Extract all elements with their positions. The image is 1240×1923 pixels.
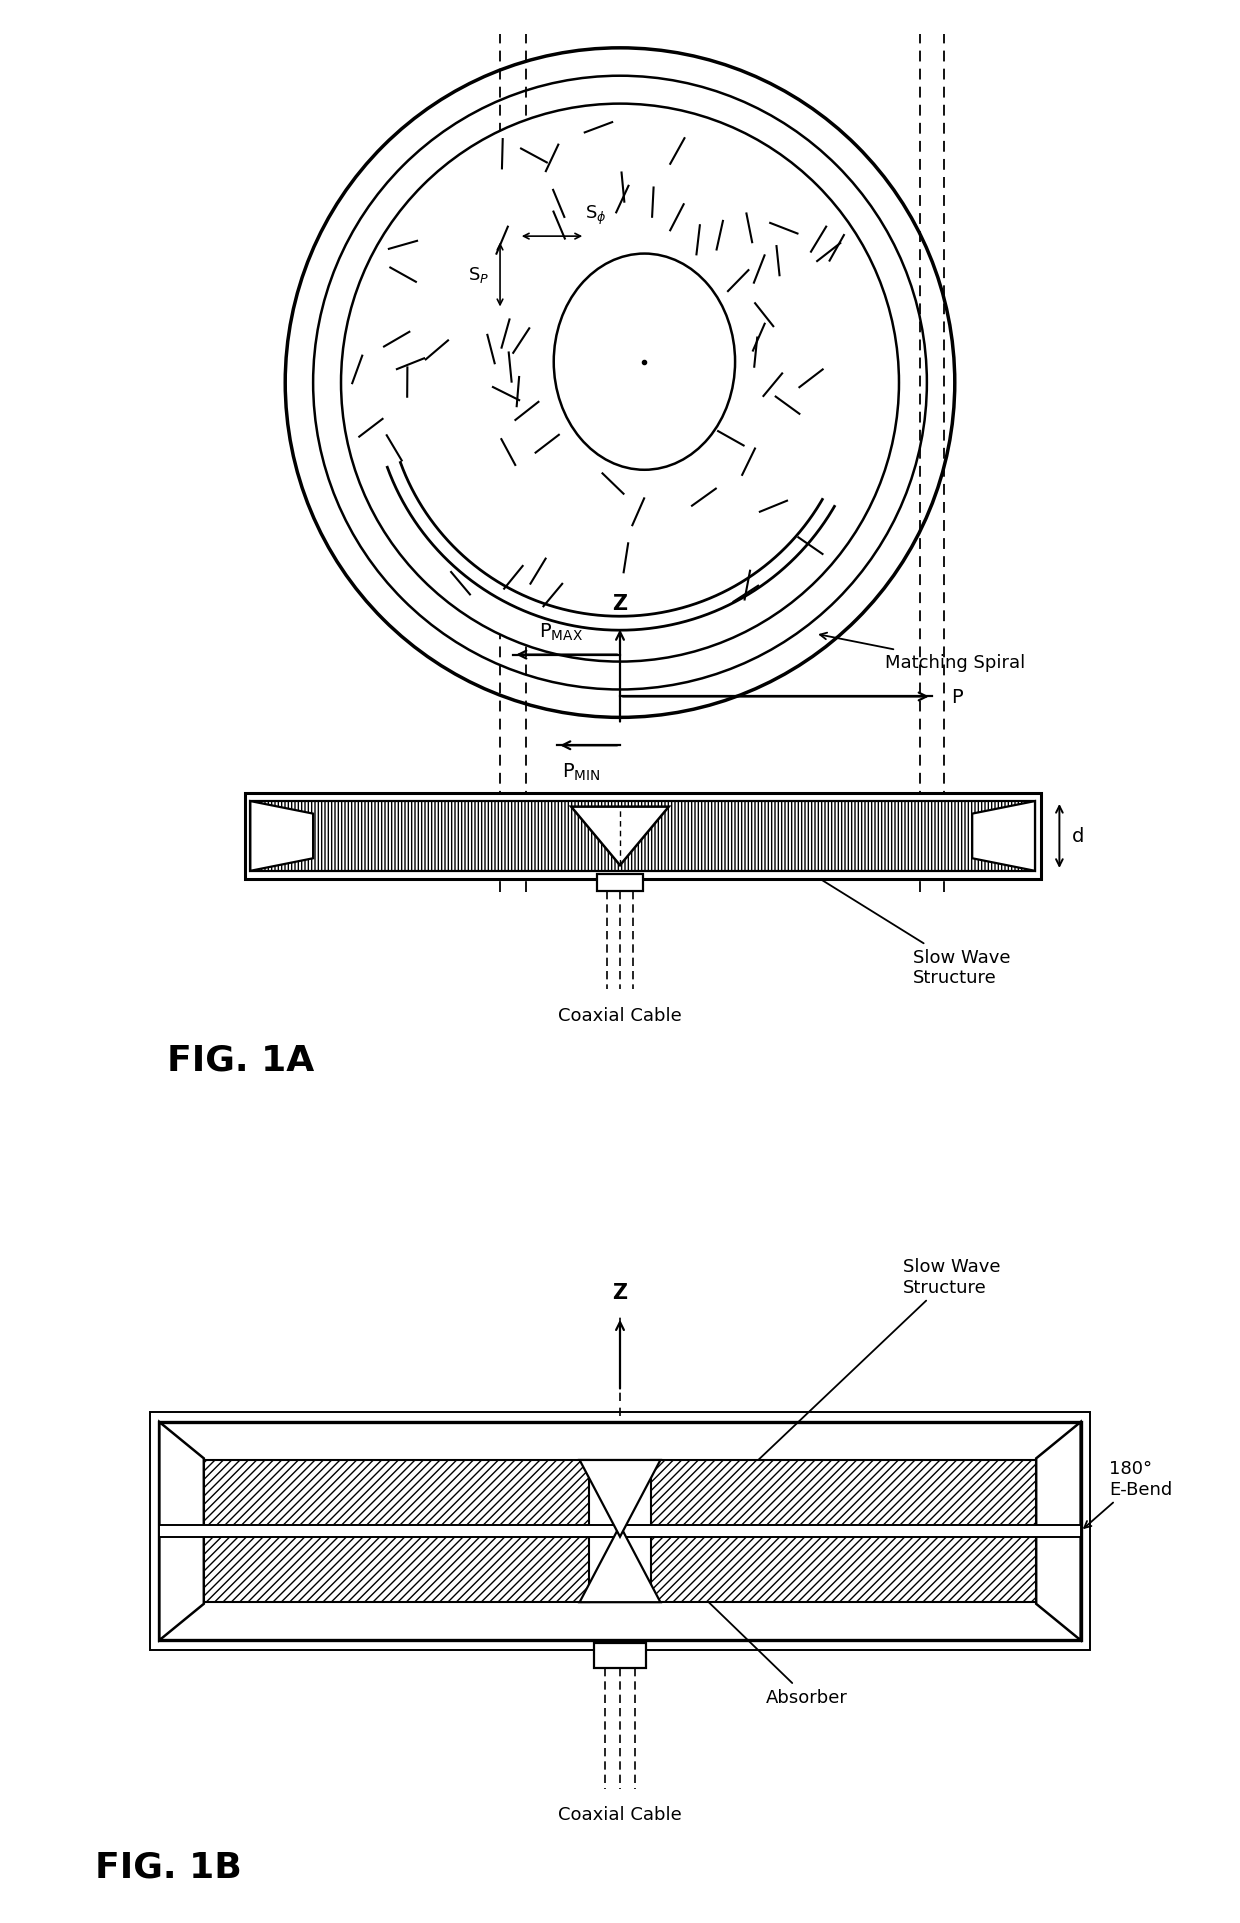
Text: S$_\phi$: S$_\phi$ bbox=[585, 204, 606, 227]
Bar bbox=[250, 802, 1035, 871]
Polygon shape bbox=[579, 1525, 661, 1602]
Bar bbox=[244, 794, 1040, 879]
Bar bbox=[150, 1413, 1090, 1650]
Text: Slow Wave
Structure: Slow Wave Structure bbox=[777, 854, 1011, 986]
Text: FIG. 1B: FIG. 1B bbox=[94, 1850, 242, 1883]
Text: P: P bbox=[951, 688, 963, 706]
Polygon shape bbox=[250, 802, 314, 871]
Bar bbox=[598, 875, 642, 892]
Polygon shape bbox=[579, 1460, 661, 1536]
Polygon shape bbox=[572, 808, 668, 865]
Polygon shape bbox=[972, 802, 1035, 871]
Text: Coaxial Cable: Coaxial Cable bbox=[558, 1006, 682, 1025]
Bar bbox=[160, 1423, 1080, 1640]
Text: Absorber: Absorber bbox=[668, 1563, 847, 1706]
Text: Matching Spiral: Matching Spiral bbox=[820, 633, 1025, 671]
Text: Z: Z bbox=[613, 594, 627, 613]
Text: P$_{\mathsf{MIN}}$: P$_{\mathsf{MIN}}$ bbox=[562, 762, 601, 783]
Text: 180°
E-Bend: 180° E-Bend bbox=[1084, 1460, 1172, 1529]
Text: d: d bbox=[1071, 827, 1084, 846]
Text: Z: Z bbox=[613, 1283, 627, 1302]
Text: FIG. 1A: FIG. 1A bbox=[166, 1042, 314, 1077]
Polygon shape bbox=[651, 1460, 1037, 1602]
Text: P$_{\mathsf{MAX}}$: P$_{\mathsf{MAX}}$ bbox=[538, 621, 583, 642]
Bar bbox=[594, 1644, 646, 1667]
Text: Slow Wave
Structure: Slow Wave Structure bbox=[745, 1258, 1001, 1473]
Polygon shape bbox=[1037, 1423, 1080, 1640]
Polygon shape bbox=[203, 1460, 589, 1602]
Text: S$_P$: S$_P$ bbox=[469, 265, 490, 285]
Bar bbox=[160, 1525, 1080, 1536]
Text: Coaxial Cable: Coaxial Cable bbox=[558, 1806, 682, 1823]
Polygon shape bbox=[160, 1423, 203, 1640]
Circle shape bbox=[341, 104, 899, 662]
